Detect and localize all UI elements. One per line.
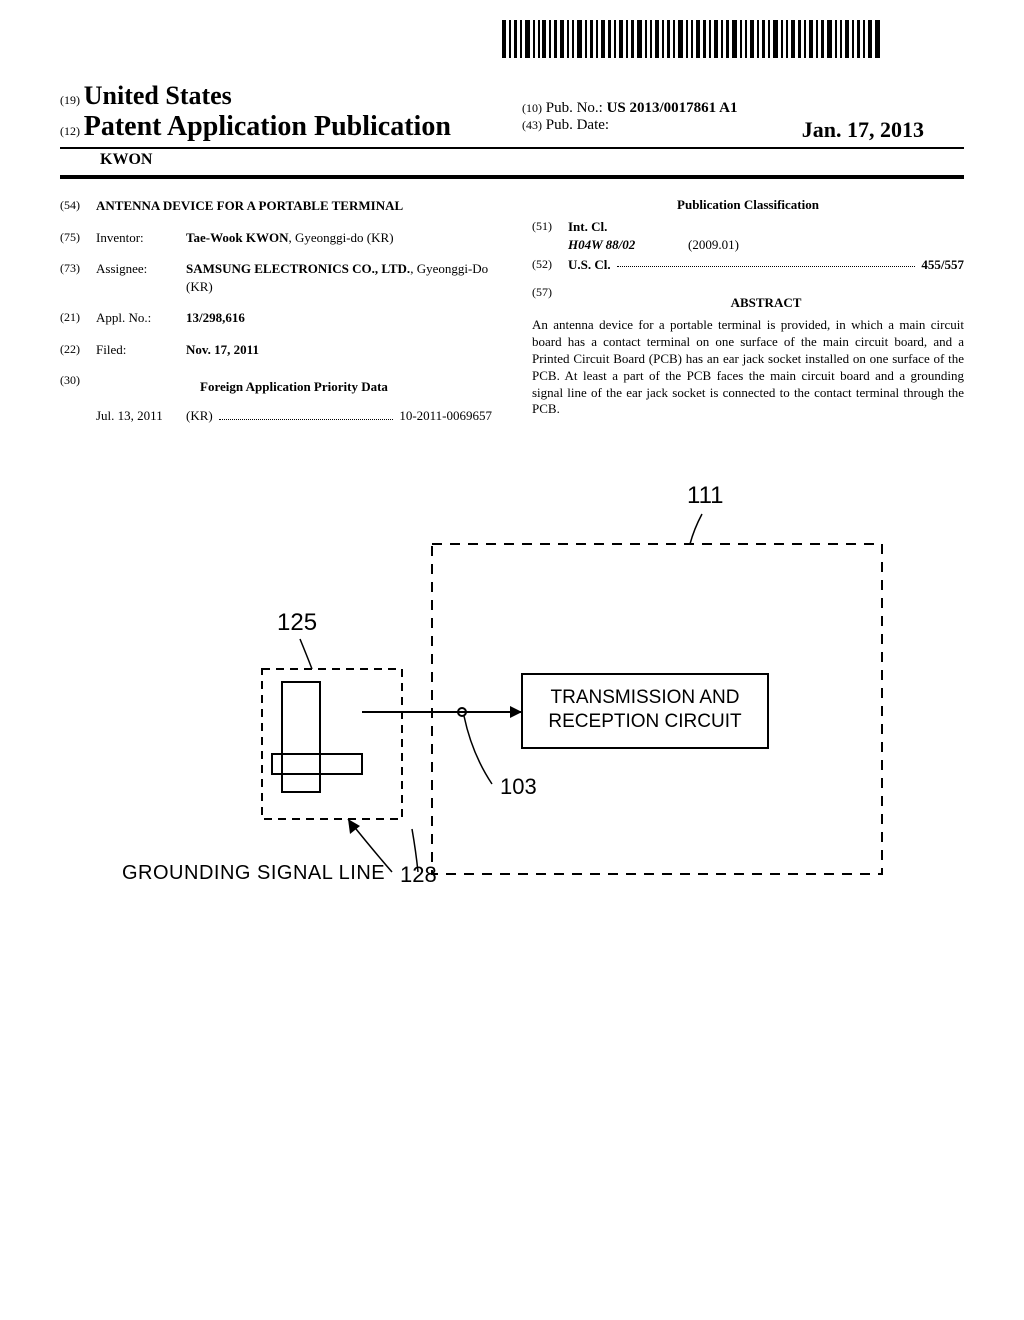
tx-label-2: RECEPTION CIRCUIT (522, 710, 768, 734)
tx-box: TRANSMISSION AND RECEPTION CIRCUIT (522, 674, 768, 734)
dotted-leader-2 (617, 257, 916, 267)
foreign-date: Jul. 13, 2011 (96, 408, 186, 424)
foreign-head-row: (30) Foreign Application Priority Data (60, 372, 492, 402)
filed-num: (22) (60, 341, 96, 359)
pubdate-line: (43) Pub. Date: Jan. 17, 2013 (522, 117, 964, 134)
author-name: KWON (100, 151, 152, 168)
intcl-year: (2009.01) (688, 237, 739, 253)
inventor-name: Tae-Wook KWON (186, 230, 288, 245)
assignee-label: Assignee: (96, 260, 186, 295)
pubno-value: US 2013/0017861 A1 (607, 100, 738, 116)
left-column: (54) ANTENNA DEVICE FOR A PORTABLE TERMI… (60, 197, 492, 424)
ref-125: 125 (277, 609, 317, 637)
uscl-num: (52) (532, 257, 568, 273)
pubclass-head: Publication Classification (532, 197, 964, 213)
filed-row: (22) Filed: Nov. 17, 2011 (60, 341, 492, 359)
barcode-number: US 20130017861A1 (240, 65, 1024, 77)
figure-diagram: 111 125 103 128 TRANSMISSION AND RECEPTI… (132, 484, 892, 944)
inventor-value: Tae-Wook KWON, Gyeonggi-do (KR) (186, 229, 492, 247)
applno-num: (21) (60, 309, 96, 327)
applno-value: 13/298,616 (186, 309, 492, 327)
intcl-num: (51) (532, 219, 568, 235)
abstract-head: ABSTRACT (568, 295, 964, 311)
dotted-leader (219, 410, 394, 420)
assignee-row: (73) Assignee: SAMSUNG ELECTRONICS CO., … (60, 260, 492, 295)
uscl-value: 455/557 (921, 257, 964, 273)
kind-name: Patent Application Publication (84, 111, 451, 142)
title-num: (54) (60, 197, 96, 215)
applno-row: (21) Appl. No.: 13/298,616 (60, 309, 492, 327)
author-row: KWON (60, 151, 964, 179)
foreign-date-row: Jul. 13, 2011 (KR) 10-2011-0069657 (60, 408, 492, 424)
tx-label-1: TRANSMISSION AND (522, 686, 768, 710)
country-name: United States (84, 81, 232, 110)
assignee-value: SAMSUNG ELECTRONICS CO., LTD., Gyeonggi-… (186, 260, 492, 295)
abstract-num: (57) (532, 285, 568, 315)
pubdate-label: Pub. Date: (546, 117, 609, 133)
pubdate-value: Jan. 17, 2013 (802, 117, 964, 143)
foreign-head: Foreign Application Priority Data (96, 378, 492, 396)
kind-line: (12) Patent Application Publication (60, 111, 502, 143)
filed-value: Nov. 17, 2011 (186, 341, 492, 359)
foreign-num: (30) (60, 372, 96, 402)
pubno-label: Pub. No.: (546, 100, 603, 116)
intcl-code: H04W 88/02 (568, 237, 688, 253)
intcl-label: Int. Cl. (568, 219, 607, 235)
assignee-name: SAMSUNG ELECTRONICS CO., LTD. (186, 261, 410, 276)
country-line: (19) United States (60, 81, 502, 111)
ref-111: 111 (687, 482, 723, 510)
filed-label: Filed: (96, 341, 186, 359)
ref-103: 103 (500, 774, 537, 800)
ref-128: 128 (400, 862, 437, 888)
foreign-app: 10-2011-0069657 (399, 408, 492, 424)
uscl-row: (52) U.S. Cl. 455/557 (532, 257, 964, 273)
abstract-body: An antenna device for a portable termina… (532, 317, 964, 418)
barcode-graphic (502, 20, 882, 63)
country-num: (19) (60, 93, 80, 107)
body-columns: (54) ANTENNA DEVICE FOR A PORTABLE TERMI… (60, 197, 964, 424)
assignee-num: (73) (60, 260, 96, 295)
applno-label: Appl. No.: (96, 309, 186, 327)
inventor-row: (75) Inventor: Tae-Wook KWON, Gyeonggi-d… (60, 229, 492, 247)
title-row: (54) ANTENNA DEVICE FOR A PORTABLE TERMI… (60, 197, 492, 215)
pubdate-num: (43) (522, 118, 542, 132)
intcl-row: (51) Int. Cl. (532, 219, 964, 235)
inventor-num: (75) (60, 229, 96, 247)
inventor-loc: , Gyeonggi-do (KR) (288, 230, 393, 245)
kind-num: (12) (60, 124, 80, 138)
barcode-region: US 20130017861A1 (240, 20, 1024, 77)
patent-title: ANTENNA DEVICE FOR A PORTABLE TERMINAL (96, 197, 492, 215)
grounding-signal-line-label: GROUNDING SIGNAL LINE (122, 862, 385, 885)
header-row: (19) United States (12) Patent Applicati… (60, 81, 964, 149)
uscl-label: U.S. Cl. (568, 257, 611, 273)
right-column: Publication Classification (51) Int. Cl.… (532, 197, 964, 424)
foreign-cc: (KR) (186, 408, 213, 424)
pubno-num: (10) (522, 101, 542, 115)
inventor-label: Inventor: (96, 229, 186, 247)
pubno-line: (10) Pub. No.: US 2013/0017861 A1 (522, 100, 964, 117)
abstract-head-row: (57) ABSTRACT (532, 285, 964, 315)
intcl-code-row: H04W 88/02 (2009.01) (532, 237, 964, 253)
